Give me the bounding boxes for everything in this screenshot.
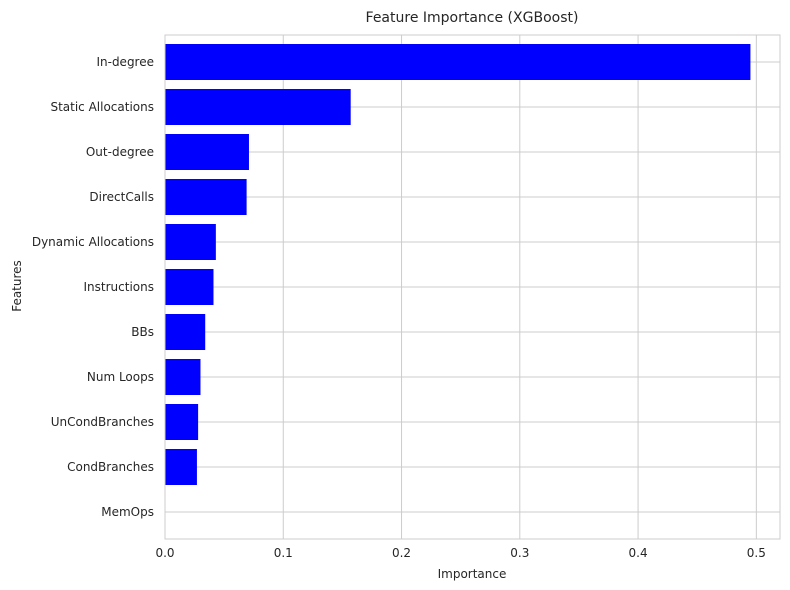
y-tick-label: DirectCalls: [89, 190, 154, 204]
x-tick-labels: 0.0 0.1 0.2 0.3 0.4 0.5: [155, 546, 765, 560]
y-tick-label: Num Loops: [87, 370, 154, 384]
y-tick-label: UnCondBranches: [51, 415, 154, 429]
bar-instructions: [165, 269, 214, 305]
plot-frame: [164, 34, 781, 540]
bar-directcalls: [165, 179, 247, 215]
bar-uncondbranches: [165, 404, 199, 440]
x-tick-label: 0.1: [274, 546, 293, 560]
y-tick-label: In-degree: [96, 55, 154, 69]
bar-num-loops: [165, 359, 201, 395]
y-tick-label: MemOps: [101, 505, 154, 519]
y-tick-label: Static Allocations: [50, 100, 154, 114]
bar-condbranches: [165, 449, 197, 485]
y-tick-label: CondBranches: [67, 460, 154, 474]
bar-dynamic-allocations: [165, 224, 216, 260]
y-tick-labels: In-degree Static Allocations Out-degree Dir…: [32, 55, 154, 519]
bar-bbs: [165, 314, 206, 350]
y-tick-label: Out-degree: [86, 145, 154, 159]
chart-title: Feature Importance (XGBoost): [366, 10, 579, 26]
x-tick-label: 0.0: [155, 546, 174, 560]
bars: [165, 44, 751, 485]
y-tick-label: Instructions: [84, 280, 154, 294]
bar-static-allocations: [165, 89, 351, 125]
x-tick-label: 0.3: [510, 546, 529, 560]
y-axis-label: Features: [10, 260, 24, 312]
x-tick-label: 0.4: [629, 546, 648, 560]
y-tick-label: Dynamic Allocations: [32, 235, 154, 249]
x-axis-label: Importance: [438, 567, 507, 581]
x-tick-label: 0.5: [747, 546, 766, 560]
y-tick-label: BBs: [131, 325, 154, 339]
grid: [164, 35, 780, 539]
x-tick-label: 0.2: [392, 546, 411, 560]
bar-out-degree: [165, 134, 249, 170]
bar-in-degree: [165, 44, 751, 80]
